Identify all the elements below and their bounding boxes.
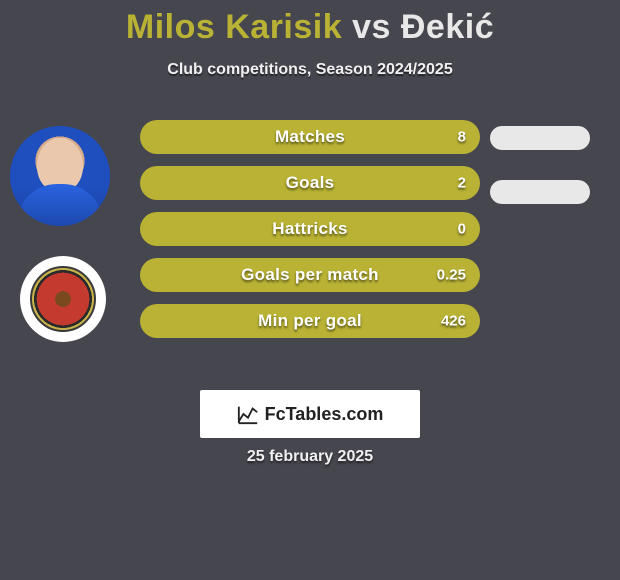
date-label: 25 february 2025 — [0, 448, 620, 466]
stat-label: Min per goal — [258, 311, 362, 331]
stat-value: 426 — [441, 313, 466, 330]
stat-label: Goals — [286, 173, 335, 193]
opponent-pills — [490, 126, 600, 234]
stat-bars: Matches 8 Goals 2 Hattricks 0 Goals per … — [140, 120, 480, 350]
player-avatar — [10, 126, 110, 226]
stat-label: Hattricks — [272, 219, 347, 239]
stat-bar-matches: Matches 8 — [140, 120, 480, 154]
chart-icon — [237, 403, 259, 425]
brand-text: FcTables.com — [265, 404, 384, 425]
club-badge-icon — [30, 266, 96, 332]
stat-bar-min-per-goal: Min per goal 426 — [140, 304, 480, 338]
stat-bar-hattricks: Hattricks 0 — [140, 212, 480, 246]
stat-value: 0 — [458, 221, 466, 238]
stat-value: 2 — [458, 175, 466, 192]
stat-bar-goals: Goals 2 — [140, 166, 480, 200]
subtitle: Club competitions, Season 2024/2025 — [0, 61, 620, 79]
vs-label: vs — [352, 8, 391, 46]
stat-value: 0.25 — [437, 267, 466, 284]
opponent-pill — [490, 180, 590, 204]
club-avatar — [20, 256, 106, 342]
stat-bar-goals-per-match: Goals per match 0.25 — [140, 258, 480, 292]
stat-label: Goals per match — [241, 265, 379, 285]
stat-value: 8 — [458, 129, 466, 146]
comparison-title: Milos Karisik vs Đekić — [0, 0, 620, 47]
brand-box: FcTables.com — [200, 390, 420, 438]
left-avatars — [10, 126, 110, 342]
stat-label: Matches — [275, 127, 345, 147]
player1-name: Milos Karisik — [126, 8, 342, 46]
player2-name: Đekić — [401, 8, 494, 46]
opponent-pill — [490, 126, 590, 150]
